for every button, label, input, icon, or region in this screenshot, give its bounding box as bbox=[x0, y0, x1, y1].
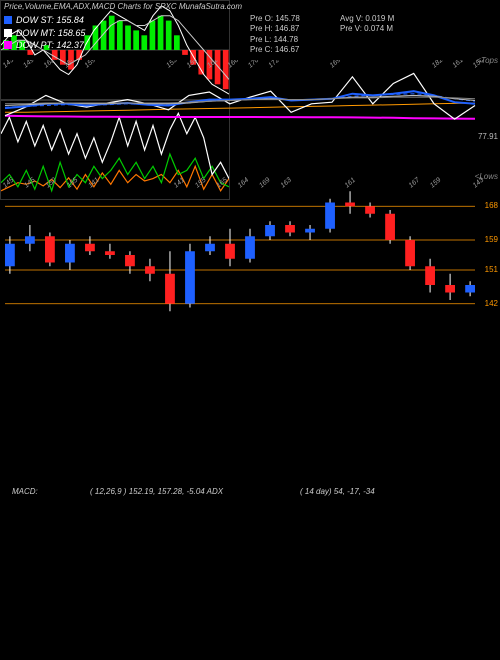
svg-text:172: 172 bbox=[267, 60, 281, 70]
macd-title: MACD: bbox=[12, 487, 38, 496]
svg-text:155: 155 bbox=[63, 60, 77, 70]
price-stats: Pre O: 145.78Avg V: 0.019 MPre H: 146.87… bbox=[250, 14, 394, 56]
chart-title: Price,Volume,EMA,ADX,MACD Charts for SPX… bbox=[4, 2, 242, 11]
svg-text:162: 162 bbox=[206, 60, 220, 70]
adx-legend: ( 14 day) 54, -17, -34 bbox=[300, 487, 375, 496]
svg-text:159: 159 bbox=[186, 60, 200, 70]
svg-text:169: 169 bbox=[329, 60, 343, 70]
svg-text:159: 159 bbox=[84, 60, 98, 70]
svg-text:170: 170 bbox=[247, 60, 261, 70]
svg-text:161: 161 bbox=[451, 60, 465, 70]
svg-text:153: 153 bbox=[165, 60, 179, 70]
ema-panel: 143 149 162 155 159 153 159 162 166 170 172 169 182 1… bbox=[0, 60, 500, 170]
svg-text:143: 143 bbox=[2, 60, 16, 70]
candle-panel: 168159151142 bbox=[0, 180, 500, 330]
svg-text:166: 166 bbox=[227, 60, 241, 70]
dow-legend: DOW ST: 155.84DOW MT: 158.65DOW PT: 142.… bbox=[4, 14, 85, 52]
macd-legend: ( 12,26,9 ) 152.19, 157.28, -5.04 ADX bbox=[90, 487, 223, 496]
svg-text:162: 162 bbox=[43, 60, 57, 70]
svg-text:182: 182 bbox=[431, 60, 445, 70]
svg-text:149: 149 bbox=[22, 60, 36, 70]
